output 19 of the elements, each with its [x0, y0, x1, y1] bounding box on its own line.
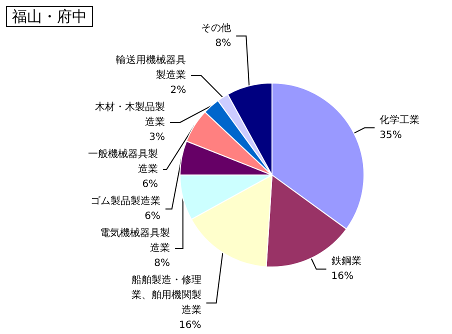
slice-label: 鉄鋼業	[331, 255, 362, 268]
data-label: 8%	[215, 38, 232, 49]
data-label: 16%	[331, 271, 354, 282]
data-label: 3%	[149, 132, 165, 143]
data-label: 2%	[170, 85, 186, 96]
slice-label: ゴム製品製造業	[90, 195, 160, 207]
slice-label: 一般機械器具製造業	[88, 148, 158, 175]
data-label: 6%	[144, 211, 160, 222]
slice-label: その他	[201, 22, 232, 34]
slice-label: 化学工業	[380, 114, 420, 126]
data-label: 6%	[142, 179, 158, 190]
data-label: 8%	[154, 258, 170, 269]
data-label: 16%	[179, 320, 202, 331]
slice-label: 輸送用機械器具製造業	[116, 54, 186, 81]
slice-label: 木材・木製品製造業	[95, 101, 165, 128]
slice-label: 電気機械器具製造業	[100, 227, 170, 254]
data-label: 35%	[380, 130, 402, 141]
chart-title: 福山・府中	[12, 8, 87, 26]
slice-label: 船舶製造・修理業、舶用機関製造業	[131, 274, 202, 316]
